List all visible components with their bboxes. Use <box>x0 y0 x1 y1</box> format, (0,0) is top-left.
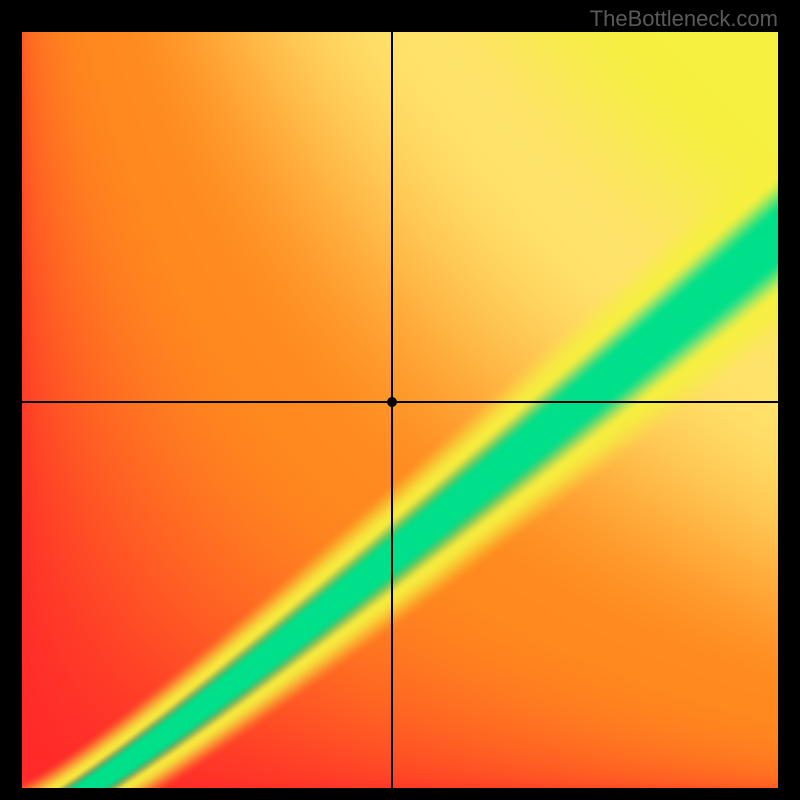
crosshair-vertical <box>391 32 393 788</box>
crosshair-horizontal <box>22 401 778 403</box>
watermark-text: TheBottleneck.com <box>590 6 778 32</box>
bottleneck-heatmap <box>22 32 778 788</box>
chart-root: TheBottleneck.com <box>0 0 800 800</box>
crosshair-marker <box>387 397 397 407</box>
